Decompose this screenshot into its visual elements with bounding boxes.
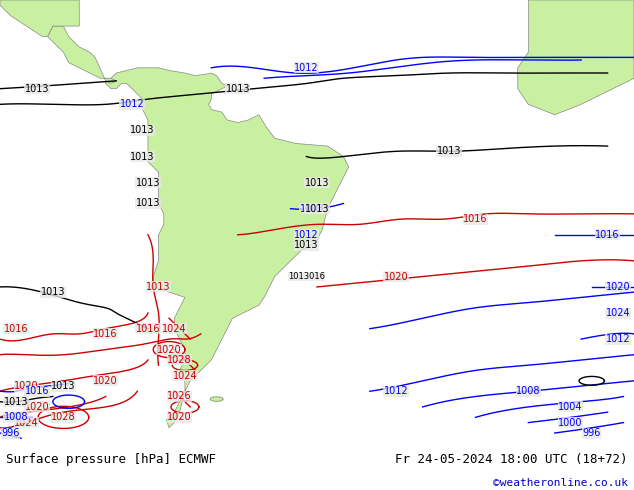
Text: 1012: 1012 bbox=[384, 386, 408, 396]
Text: 1016: 1016 bbox=[595, 230, 620, 240]
Text: 1013: 1013 bbox=[294, 240, 319, 250]
Polygon shape bbox=[48, 26, 116, 83]
Text: 1008: 1008 bbox=[4, 413, 28, 422]
Text: 1013: 1013 bbox=[226, 84, 250, 94]
Text: 1020: 1020 bbox=[157, 344, 181, 355]
Text: 1013: 1013 bbox=[4, 397, 28, 407]
Text: 1013: 1013 bbox=[131, 125, 155, 135]
Text: 1028: 1028 bbox=[51, 413, 75, 422]
Text: 1028: 1028 bbox=[167, 355, 192, 365]
Text: 1013: 1013 bbox=[25, 84, 49, 94]
Text: 1004: 1004 bbox=[559, 402, 583, 412]
Text: 996: 996 bbox=[583, 428, 601, 438]
Text: 1016: 1016 bbox=[4, 324, 28, 334]
Text: 1013: 1013 bbox=[136, 198, 160, 208]
Text: 1013: 1013 bbox=[305, 204, 329, 214]
Text: 1016: 1016 bbox=[136, 324, 160, 334]
Polygon shape bbox=[210, 397, 223, 401]
Text: 1012: 1012 bbox=[294, 63, 319, 73]
Text: 1024: 1024 bbox=[162, 324, 186, 334]
Text: 1016: 1016 bbox=[463, 214, 488, 224]
Text: 1008: 1008 bbox=[516, 386, 541, 396]
Text: 1012: 1012 bbox=[294, 230, 319, 240]
Text: 1024: 1024 bbox=[172, 370, 197, 381]
Text: 1020: 1020 bbox=[14, 381, 39, 391]
Text: 1012: 1012 bbox=[606, 334, 630, 344]
Text: 1008: 1008 bbox=[299, 204, 324, 214]
Text: 1013: 1013 bbox=[51, 381, 75, 391]
Polygon shape bbox=[0, 0, 79, 37]
Text: 1013: 1013 bbox=[41, 287, 65, 297]
Text: 1016: 1016 bbox=[25, 386, 49, 396]
Text: 1020: 1020 bbox=[384, 271, 408, 281]
Polygon shape bbox=[106, 68, 349, 428]
Text: 1013: 1013 bbox=[131, 151, 155, 162]
Text: 996: 996 bbox=[1, 428, 20, 438]
Text: 1024: 1024 bbox=[14, 417, 39, 428]
Text: 1020: 1020 bbox=[25, 402, 49, 412]
Text: 1013: 1013 bbox=[305, 177, 329, 188]
Text: 1013: 1013 bbox=[437, 147, 462, 156]
Text: 1026: 1026 bbox=[167, 392, 192, 401]
Text: 1020: 1020 bbox=[606, 282, 630, 292]
Text: 1024: 1024 bbox=[606, 308, 630, 318]
Text: 1013: 1013 bbox=[136, 177, 160, 188]
Polygon shape bbox=[518, 0, 634, 115]
Text: 1012: 1012 bbox=[120, 99, 145, 109]
Text: 1000: 1000 bbox=[559, 417, 583, 428]
Text: 1016: 1016 bbox=[93, 329, 118, 339]
Text: 1020: 1020 bbox=[167, 413, 192, 422]
Text: Fr 24-05-2024 18:00 UTC (18+72): Fr 24-05-2024 18:00 UTC (18+72) bbox=[395, 453, 628, 466]
Text: Surface pressure [hPa] ECMWF: Surface pressure [hPa] ECMWF bbox=[6, 453, 216, 466]
Text: ©weatheronline.co.uk: ©weatheronline.co.uk bbox=[493, 478, 628, 488]
Text: 1013016: 1013016 bbox=[288, 272, 325, 281]
Text: 1013: 1013 bbox=[146, 282, 171, 292]
Text: 1020: 1020 bbox=[93, 376, 118, 386]
